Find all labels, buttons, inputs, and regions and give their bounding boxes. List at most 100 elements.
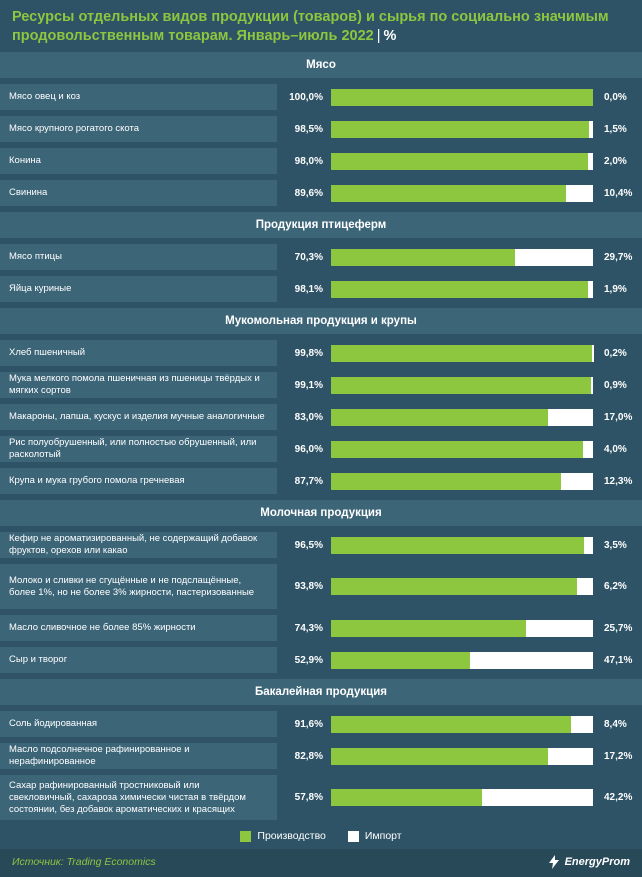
row-label: Крупа и мука грубого помола гречневая — [0, 468, 277, 494]
production-value-label: 99,8% — [294, 347, 323, 359]
title-text: Ресурсы отдельных видов продукции (товар… — [12, 9, 609, 44]
row-label: Конина — [0, 148, 277, 174]
bar-import — [576, 578, 593, 595]
bar-production — [331, 345, 593, 362]
bar-import — [547, 748, 593, 765]
row-label: Сыр и творог — [0, 647, 277, 673]
production-value-label: 82,8% — [294, 750, 323, 762]
production-value-label: 98,1% — [294, 283, 323, 295]
table-row: Мясо овец и коз 100,0% 0,0% — [0, 84, 642, 110]
section-header: Бакалейная продукция — [0, 679, 642, 705]
row-label: Мясо крупного рогатого скота — [0, 116, 277, 142]
section-header: Молочная продукция — [0, 500, 642, 526]
legend-swatch-production — [240, 830, 252, 842]
bar-production — [331, 89, 593, 106]
production-value-label: 87,7% — [294, 475, 323, 487]
bar-import — [588, 281, 593, 298]
import-value-label: 17,2% — [604, 750, 633, 762]
import-value-label: 47,1% — [604, 654, 633, 666]
bar-production — [331, 716, 571, 733]
production-value-label: 70,3% — [294, 251, 323, 263]
table-row: Конина 98,0% 2,0% — [0, 148, 642, 174]
row-label: Молоко и сливки не сгущённые и не подсла… — [0, 564, 277, 609]
production-value-label: 93,8% — [294, 581, 323, 592]
bar-import — [582, 441, 593, 458]
table-row: Хлеб пшеничный 99,8% 0,2% — [0, 340, 642, 366]
row-label: Кефир не ароматизированный, не содержащи… — [0, 532, 277, 558]
table-row: Макароны, лапша, кускус и изделия мучные… — [0, 404, 642, 430]
bar-import — [565, 185, 593, 202]
chart-title: Ресурсы отдельных видов продукции (товар… — [12, 8, 612, 46]
bar-import — [560, 473, 593, 490]
logo: EnergyProm — [547, 855, 630, 869]
import-value-label: 0,0% — [604, 91, 627, 103]
bar-production — [331, 473, 561, 490]
production-value-label: 57,8% — [294, 792, 323, 803]
import-value-label: 6,2% — [604, 581, 627, 592]
production-value-label: 89,6% — [294, 187, 323, 199]
title-separator: | — [376, 28, 381, 44]
row-label: Масло сливочное не более 85% жирности — [0, 615, 277, 641]
production-value-label: 100,0% — [289, 91, 323, 103]
table-row: Мука мелкого помола пшеничная из пшеницы… — [0, 372, 642, 398]
bar-import — [587, 153, 593, 170]
bar-production — [331, 409, 549, 426]
bar-import — [570, 716, 593, 733]
bar-production — [331, 748, 548, 765]
import-value-label: 1,9% — [604, 283, 627, 295]
source-text: Источник: Trading Economics — [12, 856, 156, 868]
bar-import — [592, 345, 594, 362]
production-value-label: 91,6% — [294, 718, 323, 730]
bar-import — [525, 620, 593, 637]
table-row: Яйца куриные 98,1% 1,9% — [0, 276, 642, 302]
production-value-label: 99,1% — [294, 379, 323, 391]
import-value-label: 0,9% — [604, 379, 627, 391]
import-value-label: 42,2% — [604, 792, 633, 803]
legend-item-import: Импорт — [347, 830, 402, 842]
row-label: Сахар рафинированный тростниковый или св… — [0, 775, 277, 820]
legend-label-production: Производство — [257, 830, 326, 842]
row-label: Мясо овец и коз — [0, 84, 277, 110]
production-value-label: 52,9% — [294, 654, 323, 666]
bar-import — [590, 377, 593, 394]
bar-import — [583, 537, 593, 554]
import-value-label: 25,7% — [604, 622, 633, 634]
row-label: Свинина — [0, 180, 277, 206]
import-value-label: 8,4% — [604, 718, 627, 730]
bar-production — [331, 789, 483, 806]
bar-production — [331, 652, 470, 669]
production-value-label: 96,5% — [294, 539, 323, 551]
table-row: Мясо птицы 70,3% 29,7% — [0, 244, 642, 270]
row-label: Рис полуобрушенный, или полностью обруше… — [0, 436, 277, 462]
row-label: Макароны, лапша, кускус и изделия мучные… — [0, 404, 277, 430]
bar-production — [331, 281, 589, 298]
table-row: Кефир не ароматизированный, не содержащи… — [0, 532, 642, 558]
table-row: Мясо крупного рогатого скота 98,5% 1,5% — [0, 116, 642, 142]
section-header: Мясо — [0, 52, 642, 78]
bar-production — [331, 249, 516, 266]
row-label: Хлеб пшеничный — [0, 340, 277, 366]
import-value-label: 10,4% — [604, 187, 633, 199]
table-row: Молоко и сливки не сгущённые и не подсла… — [0, 564, 642, 609]
production-value-label: 98,5% — [294, 123, 323, 135]
import-value-label: 29,7% — [604, 251, 633, 263]
legend-swatch-import — [347, 830, 359, 842]
table-row: Сыр и творог 52,9% 47,1% — [0, 647, 642, 673]
production-value-label: 98,0% — [294, 155, 323, 167]
import-value-label: 17,0% — [604, 411, 633, 423]
production-value-label: 83,0% — [294, 411, 323, 423]
row-label: Масло подсолнечное рафинированное и нера… — [0, 743, 277, 769]
production-value-label: 74,3% — [294, 622, 323, 634]
bar-production — [331, 441, 583, 458]
import-value-label: 1,5% — [604, 123, 627, 135]
legend-label-import: Импорт — [364, 830, 402, 842]
table-row: Крупа и мука грубого помола гречневая 87,… — [0, 468, 642, 494]
row-label: Мясо птицы — [0, 244, 277, 270]
bar-production — [331, 578, 577, 595]
bar-import — [589, 121, 593, 138]
bar-production — [331, 121, 590, 138]
bar-production — [331, 153, 588, 170]
logo-bolt-icon — [548, 855, 559, 869]
bar-import — [469, 652, 593, 669]
row-label: Яйца куриные — [0, 276, 277, 302]
